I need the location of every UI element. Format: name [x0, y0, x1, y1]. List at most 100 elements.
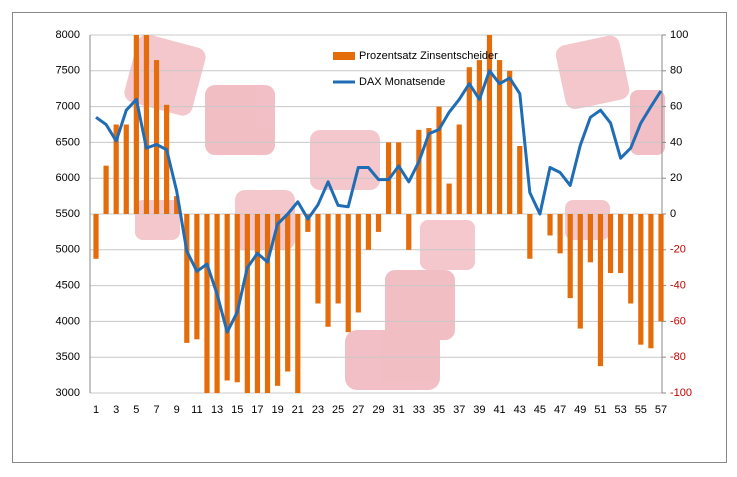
- y2-tick-label: 20: [670, 172, 682, 184]
- x-tick-label: 43: [514, 404, 526, 416]
- x-tick-label: 39: [473, 404, 485, 416]
- x-tick-label: 57: [655, 404, 667, 416]
- x-tick-label: 7: [153, 404, 159, 416]
- bar: [325, 214, 331, 327]
- bar: [406, 214, 412, 250]
- bar: [577, 214, 583, 329]
- bar: [133, 35, 139, 214]
- bar: [416, 129, 422, 214]
- x-tick-label: 27: [352, 404, 364, 416]
- bar: [204, 214, 210, 393]
- x-tick-label: 15: [231, 404, 243, 416]
- y-tick-label: 5000: [56, 244, 80, 256]
- y-tick-label: 6000: [56, 172, 80, 184]
- bar: [103, 165, 109, 214]
- bar: [214, 214, 220, 393]
- y2-tick-label: -80: [670, 351, 686, 363]
- bar: [234, 214, 240, 383]
- bar: [335, 214, 341, 304]
- x-tick-label: 49: [574, 404, 586, 416]
- x-tick-label: 23: [312, 404, 324, 416]
- bar: [254, 214, 261, 393]
- bar: [456, 124, 462, 214]
- bar: [618, 214, 624, 274]
- bar: [517, 145, 523, 214]
- y2-tick-label: -20: [670, 244, 686, 256]
- bar: [224, 214, 230, 381]
- y2-tick-label: 0: [670, 208, 676, 220]
- bar: [396, 142, 402, 214]
- y-tick-label: 5500: [56, 208, 80, 220]
- bar: [174, 196, 180, 214]
- y2-tick-label: 60: [670, 101, 682, 113]
- bar: [607, 214, 614, 274]
- bar: [527, 214, 533, 259]
- y-tick-label: 4000: [56, 315, 80, 327]
- bar: [507, 70, 513, 214]
- bar: [264, 214, 271, 393]
- bar: [365, 214, 372, 250]
- bar: [446, 183, 452, 214]
- legend-label: DAX Monatsende: [359, 76, 445, 88]
- bar: [466, 67, 472, 214]
- bar: [547, 214, 553, 236]
- bar: [597, 214, 604, 367]
- bar: [275, 214, 281, 386]
- x-tick-label: 35: [433, 404, 445, 416]
- x-tick-label: 31: [393, 404, 405, 416]
- y2-tick-label: -40: [670, 280, 686, 292]
- bar: [486, 35, 493, 214]
- bar: [305, 214, 311, 232]
- x-tick-label: 55: [635, 404, 647, 416]
- bar: [345, 214, 351, 333]
- y-tick-label: 3500: [56, 351, 80, 363]
- x-tick-label: 17: [251, 404, 263, 416]
- x-tick-label: 1: [93, 404, 99, 416]
- legend-label: Prozentsatz Zinsentscheider: [359, 50, 498, 62]
- legend-swatch: [333, 52, 355, 60]
- x-tick-label: 21: [292, 404, 304, 416]
- bar: [153, 60, 160, 215]
- bar: [567, 214, 573, 299]
- bar: [184, 214, 190, 343]
- bar: [295, 214, 301, 393]
- bar: [436, 106, 442, 214]
- y-tick-label: 8000: [56, 29, 80, 41]
- y2-tick-label: 40: [670, 136, 682, 148]
- y-tick-label: 3000: [56, 387, 80, 399]
- y-tick-label: 6500: [56, 136, 80, 148]
- x-tick-label: 29: [372, 404, 384, 416]
- x-tick-label: 5: [133, 404, 139, 416]
- y2-tick-label: -100: [670, 387, 692, 399]
- y-tick-label: 7500: [56, 65, 80, 77]
- bar: [375, 214, 382, 232]
- x-tick-label: 11: [191, 404, 202, 416]
- y-tick-label: 7000: [56, 101, 80, 113]
- x-tick-label: 3: [113, 404, 119, 416]
- bar: [143, 35, 150, 214]
- x-tick-label: 47: [554, 404, 566, 416]
- bar: [476, 60, 482, 215]
- x-tick-label: 37: [453, 404, 465, 416]
- bar: [587, 214, 593, 263]
- bar: [123, 124, 129, 214]
- x-tick-label: 25: [332, 404, 344, 416]
- bar: [648, 214, 654, 349]
- bar: [164, 104, 170, 214]
- bar: [113, 124, 119, 214]
- bar: [285, 214, 291, 372]
- x-tick-label: 9: [174, 404, 180, 416]
- x-tick-label: 41: [493, 404, 505, 416]
- bar: [244, 214, 250, 393]
- x-tick-label: 51: [594, 404, 606, 416]
- x-tick-label: 45: [534, 404, 546, 416]
- bar: [628, 214, 634, 304]
- bar: [557, 214, 563, 254]
- y2-tick-label: 80: [670, 65, 682, 77]
- bar: [355, 214, 361, 313]
- bar: [426, 128, 432, 214]
- bar: [194, 214, 200, 340]
- y2-tick-label: -60: [670, 315, 686, 327]
- line-series: [95, 69, 663, 334]
